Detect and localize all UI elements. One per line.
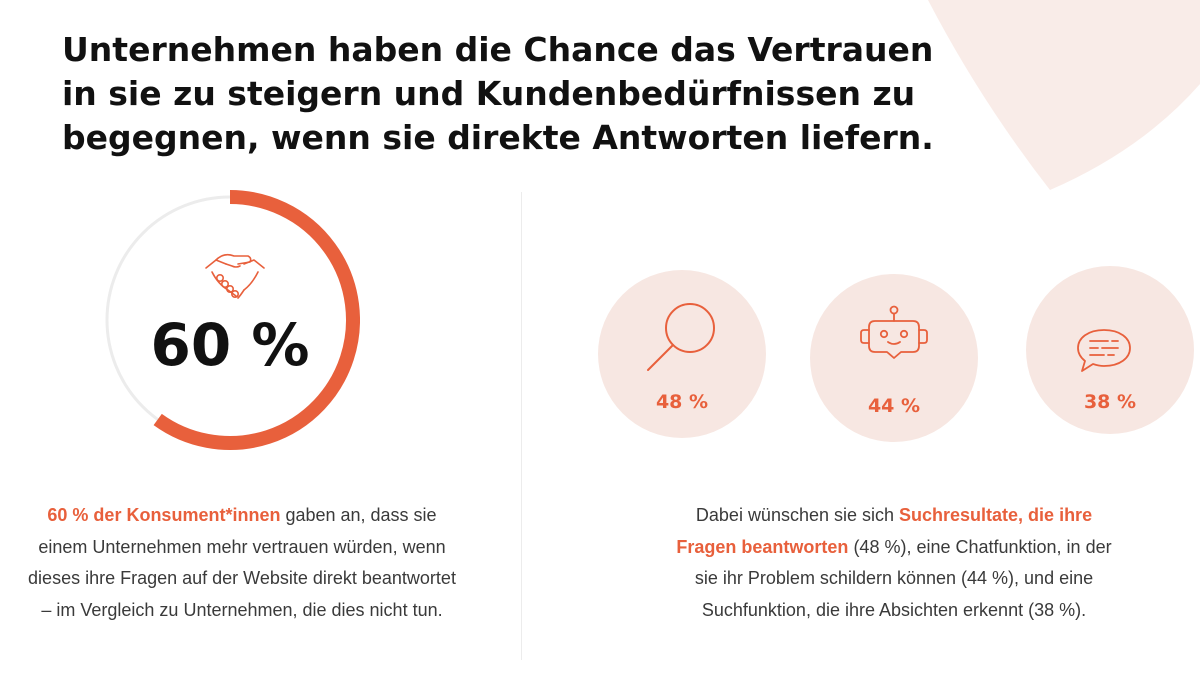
headline-line: in sie zu steigern und Kundenbedürfnisse… [62, 74, 916, 113]
stat-circle-chat: 38 % [1026, 266, 1194, 434]
chatbot-icon [860, 305, 928, 359]
stat-value-chat: 38 % [1083, 391, 1137, 413]
wishes-description-text: (48 %), eine Chatfunktion, in der sie ih… [694, 536, 1112, 620]
column-divider [521, 192, 522, 660]
ring-progress-arc [153, 190, 360, 450]
trust-percent-value: 60 % [150, 311, 310, 379]
trust-description-text: gaben an, dass sie einem Unternehmen meh… [28, 505, 456, 620]
decorative-corner-shape [928, 0, 1200, 190]
headline-line: Unternehmen haben die Chance das Vertrau… [62, 30, 934, 69]
chat-bubble-icon [1077, 329, 1131, 372]
magnifier-icon [647, 303, 715, 371]
stat-circle-chatbot: 44 % [810, 274, 978, 442]
handshake-icon [205, 253, 265, 299]
wishes-description-highlight: Suchresultate, die ihre Fragen beantwort… [676, 505, 1093, 557]
wishes-description: Dabei wünschen sie sich Suchresultate, d… [664, 500, 1124, 626]
headline-line: begegnen, wenn sie direkte Antworten lie… [62, 118, 934, 157]
headline: Unternehmen haben die Chance das Vertrau… [62, 28, 1042, 160]
stat-value-chatbot: 44 % [867, 395, 921, 417]
trust-progress-ring [105, 190, 360, 450]
trust-description-highlight: 60 % der Konsument*innen [47, 505, 281, 525]
stat-value-search: 48 % [655, 391, 709, 413]
stat-circle-search: 48 % [598, 270, 766, 438]
wishes-description-text: Dabei wünschen sie sich [695, 505, 900, 525]
trust-description: 60 % der Konsument*innen gaben an, dass … [22, 500, 462, 626]
